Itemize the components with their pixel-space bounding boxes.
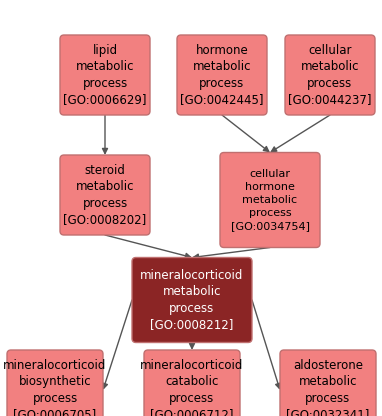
FancyBboxPatch shape (144, 350, 240, 416)
Text: steroid
metabolic
process
[GO:0008202]: steroid metabolic process [GO:0008202] (63, 164, 147, 226)
FancyBboxPatch shape (177, 35, 267, 115)
FancyBboxPatch shape (280, 350, 376, 416)
Text: mineralocorticoid
catabolic
process
[GO:0006712]: mineralocorticoid catabolic process [GO:… (140, 359, 244, 416)
Text: aldosterone
metabolic
process
[GO:0032341]: aldosterone metabolic process [GO:003234… (286, 359, 370, 416)
Text: hormone
metabolic
process
[GO:0042445]: hormone metabolic process [GO:0042445] (180, 44, 264, 106)
FancyBboxPatch shape (132, 258, 252, 342)
FancyBboxPatch shape (60, 155, 150, 235)
Text: mineralocorticoid
metabolic
process
[GO:0008212]: mineralocorticoid metabolic process [GO:… (140, 269, 244, 331)
FancyBboxPatch shape (220, 153, 320, 248)
FancyBboxPatch shape (7, 350, 103, 416)
Text: cellular
hormone
metabolic
process
[GO:0034754]: cellular hormone metabolic process [GO:0… (230, 169, 309, 230)
Text: lipid
metabolic
process
[GO:0006629]: lipid metabolic process [GO:0006629] (63, 44, 147, 106)
Text: mineralocorticoid
biosynthetic
process
[GO:0006705]: mineralocorticoid biosynthetic process [… (3, 359, 107, 416)
FancyBboxPatch shape (285, 35, 375, 115)
Text: cellular
metabolic
process
[GO:0044237]: cellular metabolic process [GO:0044237] (288, 44, 372, 106)
FancyBboxPatch shape (60, 35, 150, 115)
